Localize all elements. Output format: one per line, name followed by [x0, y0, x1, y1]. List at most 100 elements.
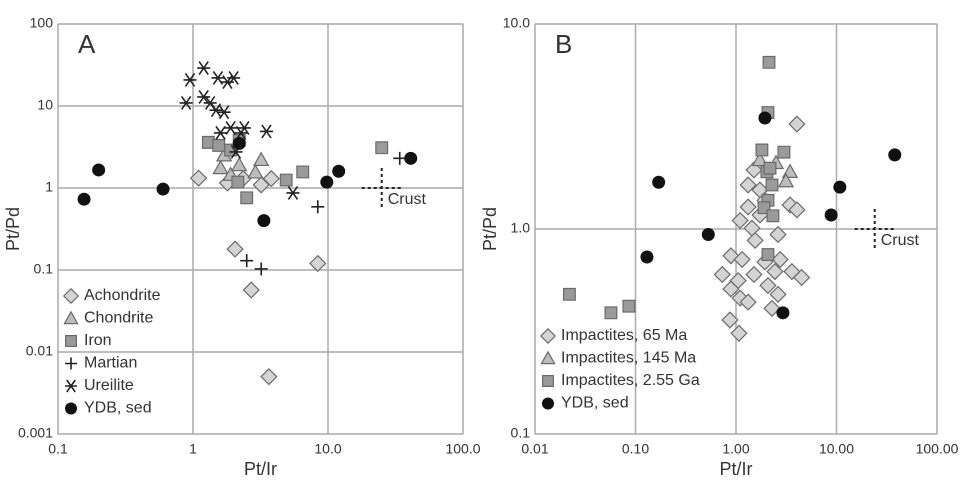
y-tick-label: 0.01	[26, 343, 53, 359]
legend-label: YDB, sed	[561, 395, 629, 412]
point	[262, 170, 280, 188]
point	[224, 143, 238, 157]
x-tick-label: 0.10	[622, 441, 649, 457]
legend-marker	[63, 310, 79, 325]
point	[259, 124, 273, 139]
plot-area	[57, 23, 464, 435]
legend-marker	[542, 375, 554, 387]
y-tick-label: 0.1	[511, 425, 531, 441]
crust-label: Crust	[881, 232, 920, 249]
crust-label: Crust	[388, 191, 427, 208]
x-tick-label: 1.00	[722, 441, 749, 457]
point	[189, 169, 208, 187]
y-tick-label: 1.0	[511, 220, 531, 236]
point	[765, 178, 779, 192]
point	[237, 120, 251, 135]
legend-label: Ureilite	[84, 377, 134, 394]
point	[404, 151, 418, 165]
point	[746, 231, 764, 250]
point	[769, 285, 787, 303]
point	[758, 111, 772, 125]
point	[231, 156, 248, 172]
point	[260, 368, 278, 386]
point	[743, 219, 761, 237]
point	[762, 55, 776, 69]
x-tick-label: 0.01	[521, 441, 548, 457]
point	[766, 209, 780, 223]
point	[640, 250, 654, 264]
point	[713, 265, 731, 284]
crust-marker	[854, 209, 895, 249]
point	[252, 176, 270, 194]
x-axis-title: Pt/Ir	[244, 459, 277, 479]
point	[733, 250, 751, 269]
point	[92, 163, 106, 177]
point	[766, 262, 784, 281]
point	[227, 70, 241, 85]
point	[769, 225, 787, 244]
point	[197, 61, 211, 76]
panel-letter: B	[555, 29, 572, 59]
x-tick-label: 0.1	[48, 441, 68, 457]
x-tick-label: 100.0	[445, 441, 480, 457]
point	[332, 164, 346, 178]
point	[183, 72, 197, 87]
y-tick-label: 0.001	[18, 425, 53, 441]
y-axis-title: Pt/Pd	[480, 207, 500, 251]
point	[833, 180, 847, 194]
point	[156, 182, 170, 196]
y-tick-label: 1	[45, 179, 53, 195]
legend-marker	[542, 397, 554, 410]
point	[217, 105, 231, 120]
point	[731, 211, 749, 230]
point	[777, 172, 795, 188]
point	[212, 139, 226, 152]
legend-marker	[62, 287, 80, 305]
point	[226, 240, 244, 258]
point	[253, 151, 270, 167]
y-axis-title: Pt/Pd	[3, 207, 23, 251]
y-tick-label: 10.0	[503, 15, 530, 31]
point	[562, 287, 576, 301]
point	[247, 164, 264, 179]
legend-marker	[540, 350, 556, 365]
legend-marker	[539, 327, 557, 345]
point	[179, 95, 193, 110]
point	[212, 159, 229, 175]
point	[309, 254, 327, 273]
point	[604, 306, 618, 320]
point	[730, 324, 748, 342]
point	[771, 250, 789, 269]
point	[763, 161, 777, 175]
legend-marker	[65, 335, 77, 347]
point	[232, 136, 246, 150]
point	[77, 192, 91, 206]
point	[888, 148, 902, 162]
legend-label: Iron	[84, 332, 112, 349]
point	[286, 186, 300, 200]
point	[375, 141, 389, 155]
x-tick-label: 100.00	[916, 441, 959, 457]
point	[788, 115, 806, 133]
point	[224, 120, 238, 135]
point	[739, 293, 757, 311]
point	[763, 299, 781, 318]
point	[776, 306, 790, 320]
legend-label: YDB, sed	[84, 400, 152, 417]
point	[739, 176, 757, 194]
legend-marker	[65, 402, 77, 415]
point	[731, 289, 749, 307]
point	[751, 151, 769, 167]
point	[257, 214, 271, 228]
y-tick-label: 100	[30, 15, 54, 31]
point	[755, 143, 769, 157]
legend-label: Impactites, 65 Ma	[561, 327, 687, 344]
point	[242, 281, 260, 299]
point	[393, 151, 407, 165]
x-axis-title: Pt/Ir	[719, 459, 752, 479]
point	[296, 165, 310, 179]
point	[701, 228, 715, 242]
point	[739, 198, 757, 216]
point	[792, 268, 811, 287]
